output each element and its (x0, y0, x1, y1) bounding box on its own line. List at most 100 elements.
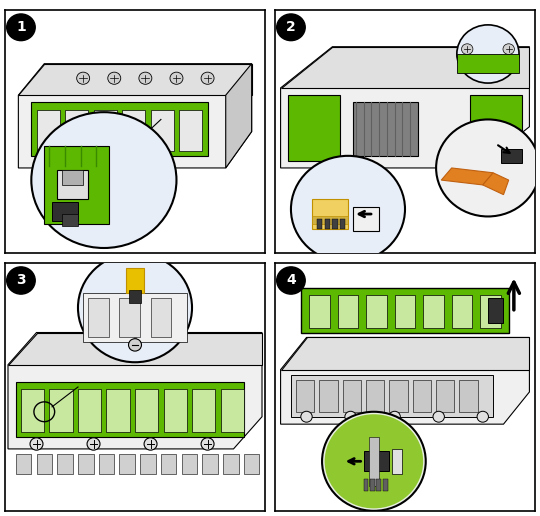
Bar (21, 390, 44, 431)
Bar (126, 268, 144, 293)
Bar (89, 298, 109, 337)
Circle shape (6, 267, 35, 294)
Bar (37, 454, 52, 474)
Circle shape (108, 72, 121, 84)
Circle shape (276, 14, 305, 41)
Bar (501, 149, 522, 163)
Circle shape (477, 411, 489, 422)
Bar (333, 219, 338, 229)
Circle shape (31, 112, 177, 248)
Polygon shape (281, 47, 529, 168)
Bar (37, 110, 60, 151)
Circle shape (170, 72, 183, 84)
Bar (78, 390, 102, 431)
Circle shape (503, 44, 515, 55)
Bar (338, 295, 359, 328)
Bar (363, 452, 389, 471)
Bar (140, 454, 156, 474)
Circle shape (433, 411, 444, 422)
Bar (340, 219, 346, 229)
Bar (50, 390, 73, 431)
Bar (179, 110, 202, 151)
Bar (135, 390, 158, 431)
Circle shape (301, 411, 312, 422)
Circle shape (276, 267, 305, 294)
Bar (395, 295, 415, 328)
Circle shape (345, 411, 356, 422)
Polygon shape (281, 47, 529, 88)
Polygon shape (226, 63, 252, 168)
Bar (370, 479, 375, 491)
Bar (106, 390, 130, 431)
Polygon shape (441, 168, 493, 185)
Circle shape (325, 414, 423, 508)
Bar (78, 454, 93, 474)
Bar (122, 110, 145, 151)
Circle shape (78, 253, 192, 362)
Text: 3: 3 (16, 273, 26, 287)
Bar (119, 298, 140, 337)
Bar (291, 375, 493, 417)
Bar (389, 380, 408, 412)
Bar (451, 295, 472, 328)
Polygon shape (353, 103, 418, 156)
Bar (93, 110, 117, 151)
Bar (376, 479, 381, 491)
Polygon shape (31, 103, 207, 156)
Bar (202, 454, 218, 474)
Polygon shape (301, 288, 509, 332)
Polygon shape (483, 173, 509, 195)
Polygon shape (470, 95, 522, 160)
Bar (63, 214, 78, 226)
Bar (16, 454, 31, 474)
Bar (312, 217, 348, 224)
Bar (151, 298, 171, 337)
Polygon shape (8, 332, 262, 365)
Bar (57, 170, 89, 200)
Bar (457, 54, 519, 73)
Bar (119, 454, 135, 474)
Bar (309, 295, 330, 328)
Polygon shape (281, 337, 529, 369)
Bar (317, 219, 322, 229)
Bar (65, 110, 89, 151)
Bar (129, 291, 141, 303)
Bar (392, 449, 402, 474)
Bar (220, 390, 244, 431)
Circle shape (436, 119, 540, 217)
Circle shape (144, 438, 157, 450)
Bar (369, 437, 379, 486)
Bar (320, 380, 338, 412)
Bar (164, 390, 187, 431)
Bar (480, 295, 501, 328)
Bar (192, 390, 215, 431)
Circle shape (129, 338, 141, 351)
Bar (383, 479, 388, 491)
Bar (99, 454, 114, 474)
Circle shape (389, 411, 400, 422)
Bar (366, 295, 387, 328)
Bar (151, 110, 174, 151)
Bar (223, 454, 239, 474)
Bar (181, 454, 197, 474)
Bar (353, 207, 379, 231)
Bar (343, 380, 361, 412)
Bar (312, 200, 348, 229)
Text: 1: 1 (16, 20, 26, 34)
Bar (244, 454, 259, 474)
Circle shape (139, 72, 152, 84)
Circle shape (6, 14, 35, 41)
Bar (363, 479, 368, 491)
Circle shape (201, 72, 214, 84)
Polygon shape (18, 63, 252, 95)
Circle shape (87, 438, 100, 450)
Bar (83, 293, 187, 343)
Polygon shape (18, 63, 252, 168)
Text: 2: 2 (286, 20, 296, 34)
Bar (413, 380, 431, 412)
Polygon shape (281, 337, 529, 424)
Circle shape (291, 156, 405, 263)
Bar (325, 219, 330, 229)
Text: 4: 4 (286, 273, 296, 287)
Bar (52, 202, 78, 221)
